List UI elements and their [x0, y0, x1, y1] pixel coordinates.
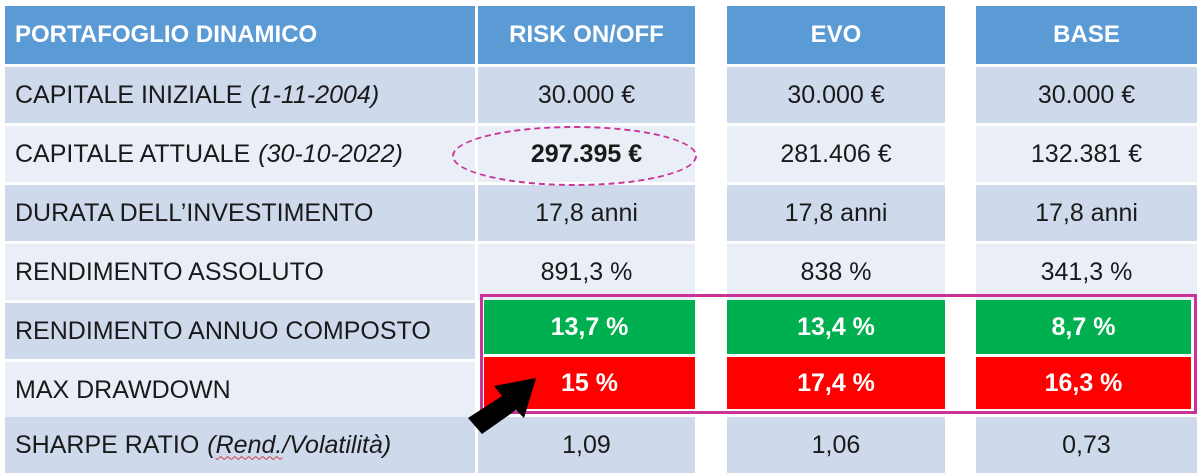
row-label-durata: DURATA DELL’INVESTIMENTO: [5, 185, 475, 241]
row-label-text: SHARPE RATIO: [15, 430, 200, 459]
cell-rendimento-assoluto-evo: 838 %: [727, 244, 945, 300]
row-label-note-part2: /Volatilità): [282, 430, 392, 459]
cell-rendimento-assoluto-risk: 891,3 %: [478, 244, 695, 300]
cell-max-drawdown-base: 16,3 %: [976, 357, 1191, 409]
cell-durata-evo: 17,8 anni: [727, 185, 945, 241]
arrow-pointer-icon: [468, 378, 536, 434]
row-label-text: CAPITALE ATTUALE: [15, 139, 251, 168]
table-header-title: PORTAFOGLIO DINAMICO: [5, 6, 475, 64]
column-header-risk-on-off: RISK ON/OFF: [478, 6, 695, 64]
row-label-sharpe-ratio: SHARPE RATIO (Rend./Volatilità): [5, 417, 475, 473]
row-label-rendimento-assoluto: RENDIMENTO ASSOLUTO: [5, 244, 475, 300]
cell-capitale-attuale-evo: 281.406 €: [727, 126, 945, 182]
cell-rendimento-annuo-evo: 13,4 %: [727, 300, 945, 354]
row-label-rendimento-annuo: RENDIMENTO ANNUO COMPOSTO: [5, 303, 475, 359]
cell-rendimento-annuo-risk: 13,7 %: [484, 300, 695, 354]
row-label-note: (30-10-2022): [258, 139, 403, 168]
row-label-max-drawdown: MAX DRAWDOWN: [5, 362, 475, 418]
cell-max-drawdown-evo: 17,4 %: [727, 357, 945, 409]
cell-sharpe-risk: 1,09: [478, 417, 695, 473]
row-label-capitale-iniziale: CAPITALE INIZIALE (1-11-2004): [5, 67, 475, 123]
row-label-text: CAPITALE INIZIALE: [15, 80, 243, 109]
row-label-note: (Rend./Volatilità): [207, 430, 392, 459]
cell-capitale-iniziale-evo: 30.000 €: [727, 67, 945, 123]
highlight-ellipse: [452, 126, 697, 186]
cell-durata-base: 17,8 anni: [976, 185, 1197, 241]
cell-sharpe-base: 0,73: [976, 417, 1197, 473]
cell-capitale-iniziale-base: 30.000 €: [976, 67, 1197, 123]
column-header-base: BASE: [976, 6, 1197, 64]
cell-rendimento-assoluto-base: 341,3 %: [976, 244, 1197, 300]
cell-sharpe-evo: 1,06: [727, 417, 945, 473]
row-label-capitale-attuale: CAPITALE ATTUALE (30-10-2022): [5, 126, 475, 182]
cell-capitale-iniziale-risk: 30.000 €: [478, 67, 695, 123]
cell-rendimento-annuo-base: 8,7 %: [976, 300, 1191, 354]
column-header-evo: EVO: [727, 6, 945, 64]
cell-capitale-attuale-base: 132.381 €: [976, 126, 1197, 182]
highlight-box: [480, 294, 1197, 414]
row-label-note: (1-11-2004): [250, 80, 380, 109]
cell-durata-risk: 17,8 anni: [478, 185, 695, 241]
row-label-note-part1: Rend.: [215, 430, 283, 459]
